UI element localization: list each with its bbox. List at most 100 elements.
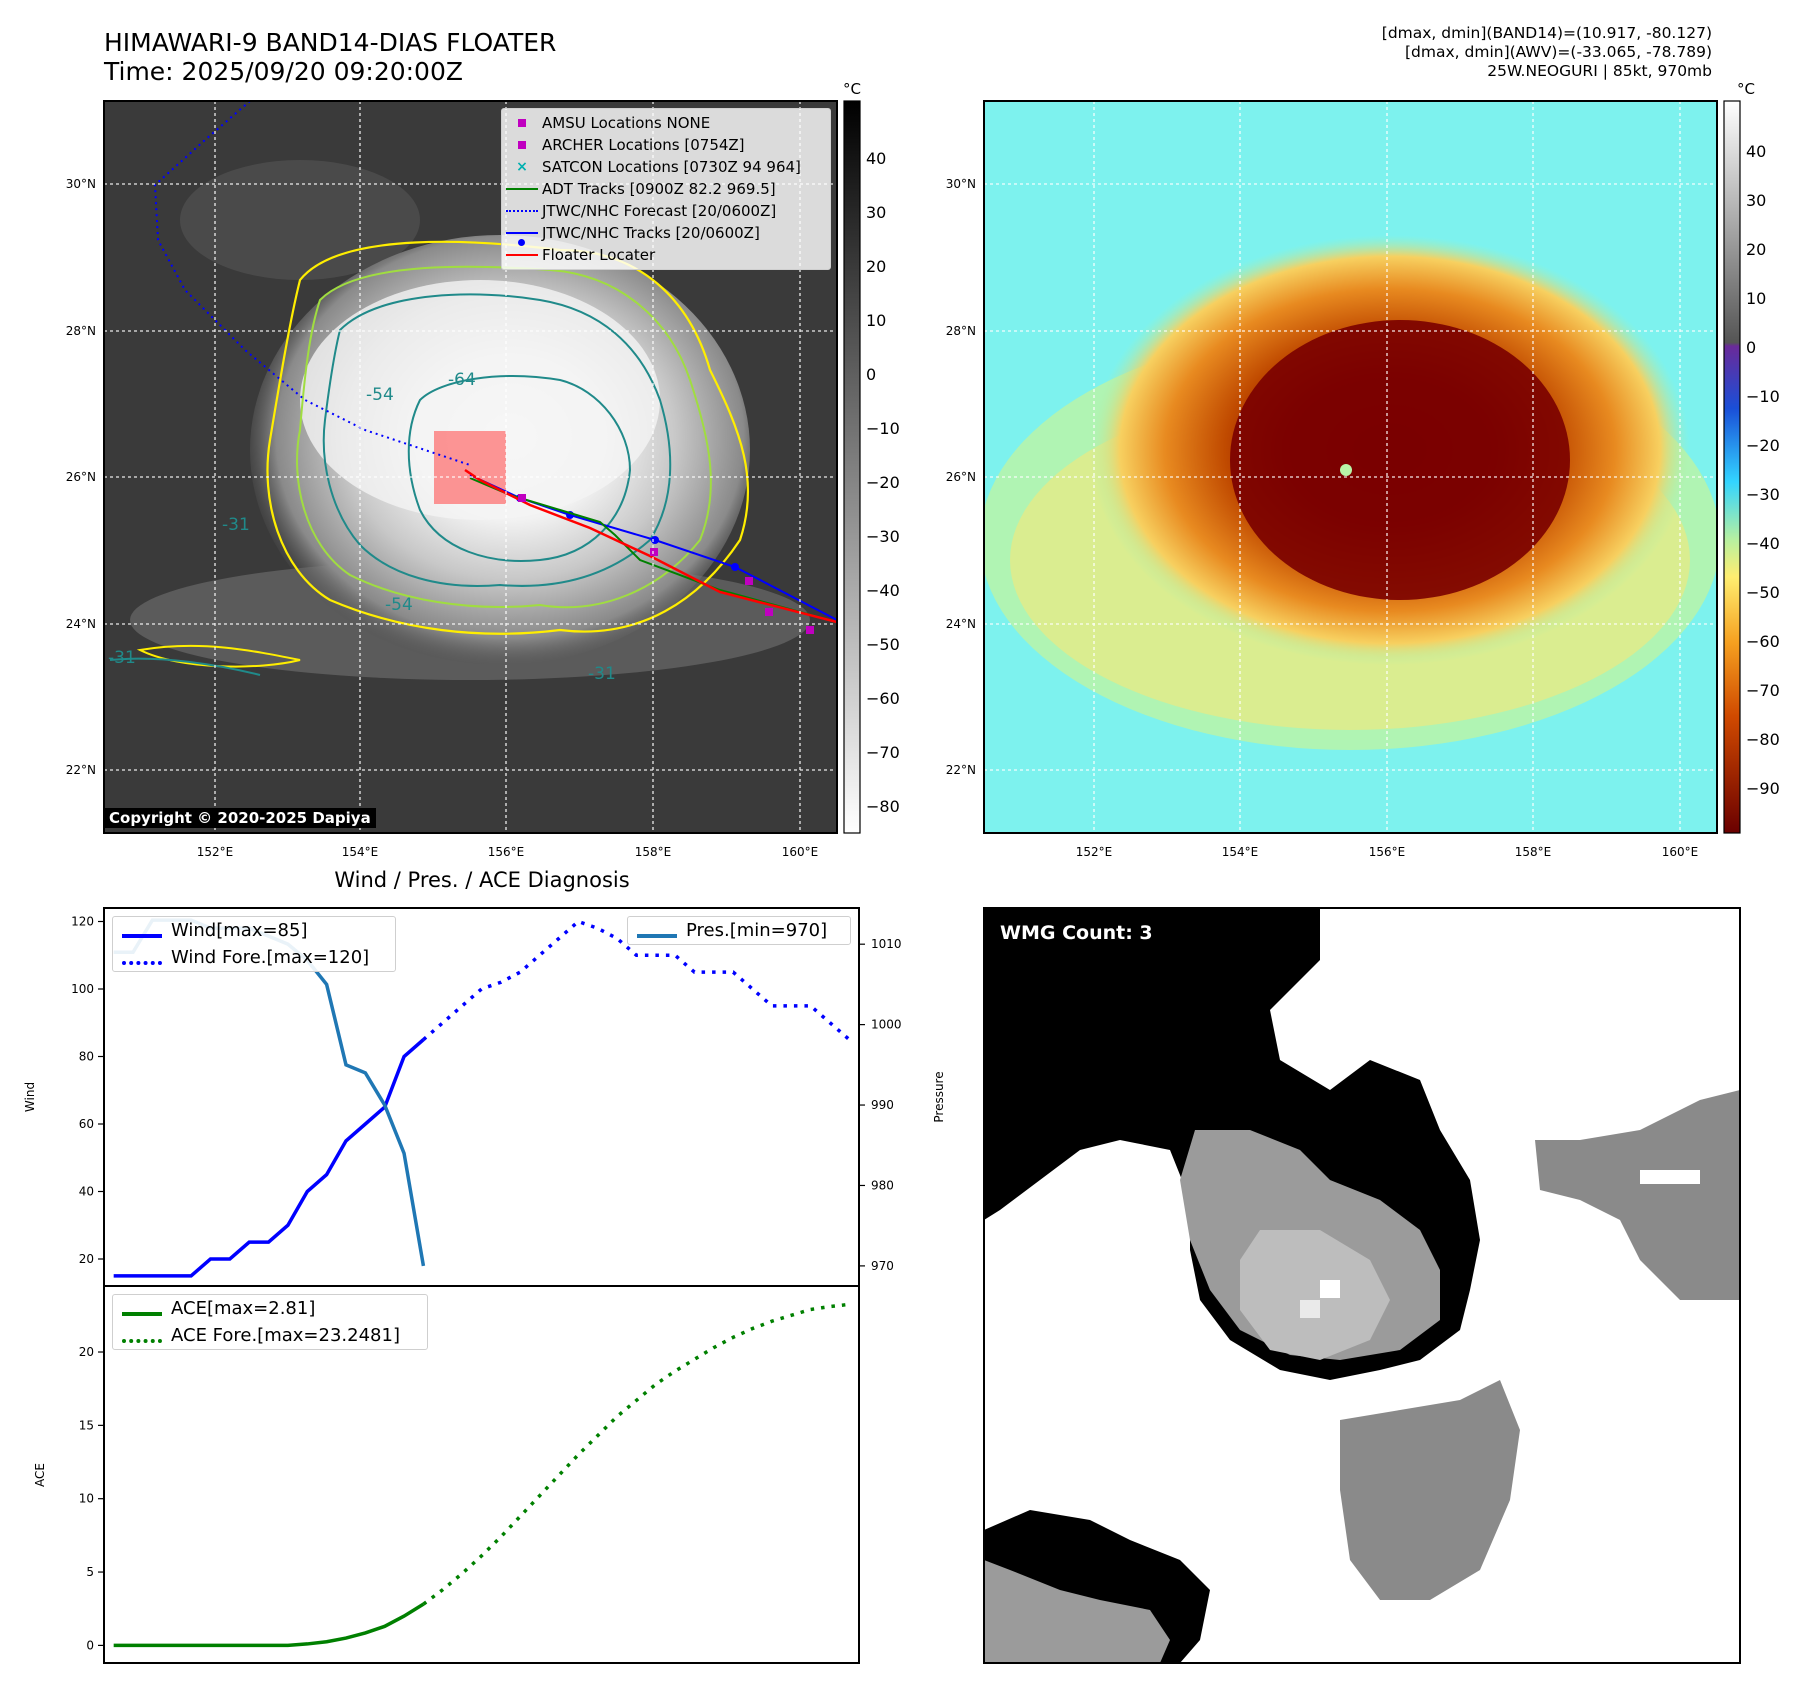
colorbar-awv: [1723, 100, 1741, 834]
pressure-legend: Pres.[min=970]: [627, 916, 851, 945]
colorbar-awv-ticks: 40 30 20 10 0 −10 −20 −30 −40 −50 −60 −7…: [1746, 142, 1780, 798]
lon-label: 158°E: [635, 845, 672, 859]
lon-label: 152°E: [197, 845, 234, 859]
ace-ytick-label: 10: [79, 1492, 94, 1506]
cb2-tick: −60: [1746, 632, 1780, 651]
title-line-2: Time: 2025/09/20 09:20:00Z: [104, 57, 463, 86]
lon-label: 160°E: [1662, 845, 1699, 859]
wind-legend: Wind[max=85] Wind Fore.[max=120]: [112, 916, 396, 972]
legend-item-archer: ARCHER Locations [0754Z]: [502, 134, 830, 156]
lon-label: 152°E: [1076, 845, 1113, 859]
ace-ytick-label: 15: [79, 1418, 94, 1432]
copyright-badge: Copyright © 2020-2025 Dapiya: [104, 808, 376, 828]
ylabel-pressure: Pressure: [932, 1071, 946, 1122]
cb1-tick: −60: [866, 689, 900, 708]
cb2-tick: −20: [1746, 436, 1780, 455]
cb2-tick: −90: [1746, 779, 1780, 798]
lat-label: 28°N: [946, 324, 976, 338]
series-line-0: [113, 1038, 425, 1278]
ylabel-wind: Wind: [23, 1082, 37, 1112]
legend-item-floater: Floater Locater: [502, 244, 830, 266]
cb2-tick: 0: [1746, 338, 1756, 357]
wind-ytick-label: 80: [79, 1050, 94, 1064]
colorbar-band14-ticks: 40 30 20 10 0 −10 −20 −30 −40 −50 −60 −7…: [866, 149, 900, 816]
contour-label: -64: [448, 370, 476, 390]
legend-wind-forecast: Wind Fore.[max=120]: [113, 944, 395, 971]
colorbar-awv-unit: °C: [1737, 80, 1755, 98]
floater-box: [434, 431, 506, 504]
colorbar-band14-unit: °C: [843, 80, 861, 98]
wind-ytick-label: 60: [79, 1117, 94, 1131]
legend-item-jtwc-forecast: JTWC/NHC Forecast [20/0600Z]: [502, 200, 830, 222]
series-line-1: [422, 919, 851, 1041]
lon-label: 158°E: [1515, 845, 1552, 859]
lat-label: 24°N: [946, 617, 976, 631]
pressure-ytick-label: 1000: [871, 1018, 902, 1032]
figure-title: HIMAWARI-9 BAND14-DIAS FLOATER Time: 202…: [104, 28, 556, 86]
wmg-count-badge: WMG Count: 3: [994, 920, 1159, 946]
cb2-tick: −80: [1746, 730, 1780, 749]
cb1-tick: 40: [866, 149, 886, 168]
legend-item-satcon: × SATCON Locations [0730Z 94 964]: [516, 158, 801, 176]
lon-label: 154°E: [1222, 845, 1259, 859]
storm-info: [dmax, dmin](BAND14)=(10.917, -80.127) […: [1382, 24, 1712, 81]
wind-ytick-label: 40: [79, 1185, 94, 1199]
ace-legend: ACE[max=2.81] ACE Fore.[max=23.2481]: [112, 1294, 428, 1350]
contour-label: -54: [366, 385, 394, 405]
wind-ytick-label: 120: [71, 915, 94, 929]
wmg-panel: [984, 908, 1740, 1663]
cb1-tick: 10: [866, 311, 886, 330]
cb2-tick: −40: [1746, 534, 1780, 553]
cb1-tick: −30: [866, 527, 900, 546]
cb2-tick: 30: [1746, 191, 1766, 210]
legend-wind: Wind[max=85]: [113, 917, 395, 944]
map-legend: AMSU Locations NONE ARCHER Locations [07…: [501, 108, 831, 270]
legend-ace: ACE[max=2.81]: [113, 1295, 427, 1322]
cb2-tick: 20: [1746, 240, 1766, 259]
lon-label: 160°E: [782, 845, 819, 859]
lon-label: 154°E: [342, 845, 379, 859]
lat-label: 26°N: [946, 470, 976, 484]
ace-ytick-label: 20: [79, 1345, 94, 1359]
cb2-tick: −10: [1746, 387, 1780, 406]
diagnosis-title: Wind / Pres. / ACE Diagnosis: [334, 868, 629, 892]
cb1-tick: 0: [866, 365, 876, 384]
floater-locater-track: [464, 468, 837, 624]
lat-label: 30°N: [66, 177, 96, 191]
lon-label: 156°E: [488, 845, 525, 859]
wind-ytick-label: 20: [79, 1252, 94, 1266]
legend-item-adt: ADT Tracks [0900Z 82.2 969.5]: [502, 178, 830, 200]
contour-label: -31: [108, 648, 136, 668]
lat-label: 26°N: [66, 470, 96, 484]
lat-label: 22°N: [66, 763, 96, 777]
cb1-tick: −40: [866, 581, 900, 600]
lat-label: 22°N: [946, 763, 976, 777]
pressure-ytick-label: 980: [871, 1178, 894, 1192]
cb1-tick: 30: [866, 203, 886, 222]
wind-ytick-label: 100: [71, 982, 94, 996]
cb1-tick: 20: [866, 257, 886, 276]
contour-label: -31: [222, 515, 250, 535]
info-line-2: [dmax, dmin](AWV)=(-33.065, -78.789): [1405, 43, 1712, 61]
ace-series-line-0: [113, 1602, 425, 1648]
contour-label: -54: [385, 595, 413, 615]
ace-ytick-label: 0: [86, 1638, 94, 1652]
cb1-tick: −50: [866, 635, 900, 654]
ace-chart: 0 5 10 15 20: [79, 1302, 850, 1652]
info-line-3: 25W.NEOGURI | 85kt, 970mb: [1487, 62, 1712, 80]
title-line-1: HIMAWARI-9 BAND14-DIAS FLOATER: [104, 28, 557, 57]
legend-item-jtwc-tracks: JTWC/NHC Tracks [20/0600Z]: [502, 222, 830, 246]
ylabel-ace: ACE: [33, 1463, 47, 1487]
cb1-tick: −20: [866, 473, 900, 492]
cb2-tick: −30: [1746, 485, 1780, 504]
cb2-tick: 40: [1746, 142, 1766, 161]
cb2-tick: 10: [1746, 289, 1766, 308]
lon-label: 156°E: [1369, 845, 1406, 859]
legend-ace-forecast: ACE Fore.[max=23.2481]: [113, 1322, 427, 1349]
legend-pressure: Pres.[min=970]: [628, 917, 850, 944]
jtwc-best-track: [469, 474, 837, 621]
cb2-tick: −50: [1746, 583, 1780, 602]
pressure-ytick-label: 1010: [871, 937, 902, 951]
cb1-tick: −80: [866, 797, 900, 816]
